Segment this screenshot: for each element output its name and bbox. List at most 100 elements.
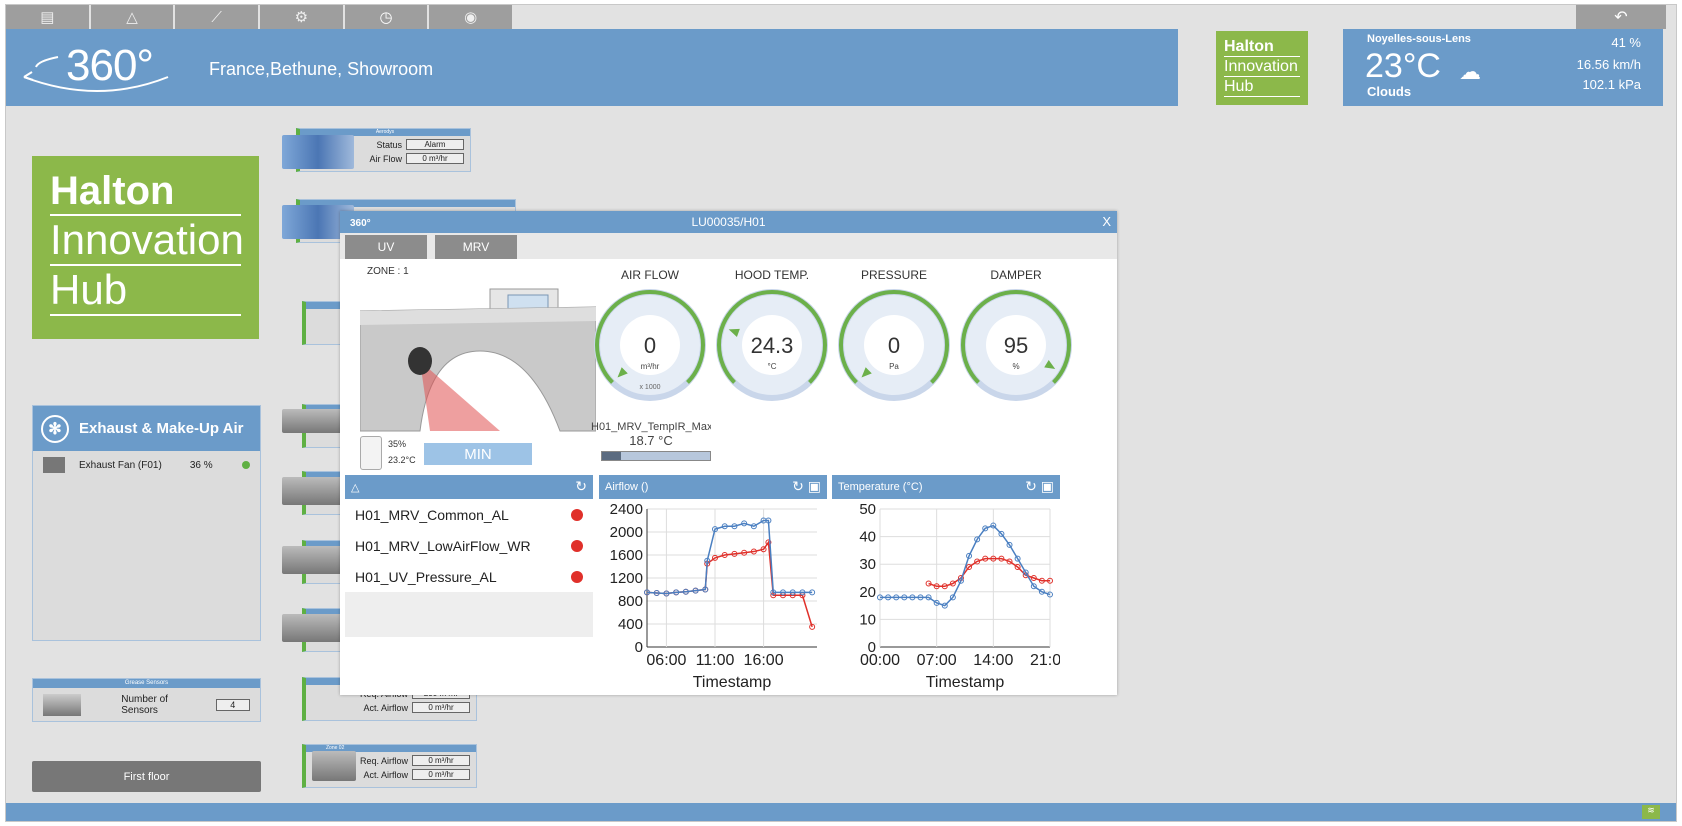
data-point	[941, 583, 948, 590]
mode-min-button[interactable]: MIN	[424, 443, 532, 465]
chart-icon[interactable]: ⟋	[175, 5, 261, 29]
brand-line-1: Halton	[1224, 37, 1300, 57]
tab-mrv[interactable]: MRV	[435, 235, 517, 259]
y-tick-label: 30	[859, 556, 876, 573]
weather-wind: 16.56 km/h	[1576, 57, 1641, 72]
weather-city: Noyelles-sous-Lens	[1367, 33, 1471, 45]
refresh-icon[interactable]: ↻	[792, 478, 804, 494]
data-point	[702, 586, 709, 593]
first-floor-button[interactable]: First floor	[32, 761, 261, 792]
zone1-act-value: 0 m³/hr	[412, 702, 470, 713]
unit-card-3[interactable]	[302, 301, 342, 345]
clock-icon[interactable]: ◷	[345, 5, 430, 29]
y-tick-label: 2400	[610, 501, 643, 518]
bell-icon[interactable]: △	[91, 5, 176, 29]
aerodys-status-value: Alarm	[406, 139, 464, 150]
alarm-label: H01_MRV_LowAirFlow_WR	[355, 537, 531, 554]
modal-titlebar: 360° LU00035/H01 X	[340, 211, 1117, 233]
alarm-item[interactable]: H01_UV_Pressure_AL	[345, 561, 593, 592]
data-point	[1047, 577, 1053, 584]
data-point	[957, 577, 964, 584]
alarm-item[interactable]: H01_MRV_LowAirFlow_WR	[345, 530, 593, 561]
data-point	[1047, 591, 1053, 598]
floorplan-icon[interactable]: ▤	[6, 5, 91, 29]
refresh-icon[interactable]: ↻	[1025, 478, 1037, 494]
data-point	[731, 523, 738, 530]
exhaust-fan-value: 36 %	[189, 459, 213, 471]
data-point	[998, 530, 1005, 537]
data-point	[760, 546, 767, 553]
brand-large-line-3: Hub	[50, 266, 241, 316]
airflow-chart-pane: Airflow () ↻ ▣ 0 400 800 1200 1600 2000 2400 06…	[599, 475, 827, 693]
data-point	[809, 623, 816, 630]
logo-text: 360°	[66, 41, 154, 90]
data-point	[765, 517, 772, 524]
icon-tabstrip: ▤ △ ⟋ ⚙ ◷ ◉	[6, 5, 515, 29]
y-tick-label: 1600	[610, 547, 643, 564]
fan-icon: ✻	[41, 414, 69, 443]
exhaust-header[interactable]: ✻ Exhaust & Make-Up Air	[33, 406, 260, 451]
x-tick-label: 11:00	[696, 652, 735, 669]
data-point	[704, 557, 711, 564]
data-point	[974, 558, 981, 565]
wifi-icon: ≋	[1642, 805, 1660, 819]
grease-sensors-card[interactable]: Grease Sensors Number of Sensors 4	[32, 678, 261, 722]
zone2-act-value: 0 m³/hr	[412, 769, 470, 780]
weather-desc: Clouds	[1367, 84, 1412, 99]
aerodys-title: Aerodys	[300, 129, 470, 136]
gauge-needle	[861, 367, 872, 378]
series-line	[928, 557, 1050, 588]
data-point	[1030, 575, 1037, 581]
data-point	[692, 587, 699, 594]
gauge-needle	[1044, 360, 1056, 370]
alarm-empty-area	[345, 592, 593, 637]
temperature-chart-header: Temperature (°C) ↻ ▣	[832, 475, 1060, 499]
gear-icon[interactable]: ⚙	[260, 5, 345, 29]
data-point	[731, 550, 738, 557]
temperature-chart-title: Temperature (°C)	[838, 481, 923, 493]
header-bar: 360° France,Bethune, Showroom	[6, 29, 1178, 106]
data-point	[982, 525, 989, 532]
y-tick-label: 10	[859, 611, 876, 628]
y-tick-label: 40	[859, 529, 876, 546]
gauge-label-pressure: PRESSURE	[860, 268, 928, 282]
data-point	[933, 583, 940, 590]
data-point	[982, 555, 989, 562]
save-icon[interactable]: ▣	[807, 478, 821, 494]
gauge-arc	[961, 290, 1071, 384]
data-point	[653, 589, 660, 596]
gauge-unit: Pa	[889, 362, 899, 371]
back-arrow-icon[interactable]: ↶	[1576, 5, 1666, 29]
x-tick-label: 21:00	[1030, 652, 1060, 669]
data-point	[925, 580, 932, 587]
series-line	[880, 524, 1051, 607]
gauge-unit: °C	[768, 362, 777, 371]
save-icon[interactable]: ▣	[1040, 478, 1054, 494]
data-point	[780, 589, 786, 596]
360-logo[interactable]: 360°	[18, 37, 178, 99]
alarm-item[interactable]: H01_MRV_Common_AL	[345, 499, 593, 530]
y-tick-label: 20	[859, 584, 876, 601]
refresh-icon[interactable]: ↻	[575, 478, 587, 494]
temp-sensor-value: 18.7 °C	[629, 433, 673, 448]
data-point	[750, 523, 757, 530]
modal-close-button[interactable]: X	[1102, 214, 1111, 229]
weather-widget: Noyelles-sous-Lens 23°C ☁ Clouds 41 % 16…	[1343, 29, 1663, 106]
alarm-dot-icon	[571, 570, 583, 583]
gauge-value: 24.3	[751, 333, 794, 358]
gauge-value: 95	[1004, 333, 1028, 358]
gauge-center	[986, 315, 1046, 375]
tab-uv[interactable]: UV	[345, 235, 427, 259]
zone1-act-label: Act. Airflow	[363, 702, 408, 713]
brand-large-line-2: Innovation	[50, 216, 244, 266]
gauge-label-damper: DAMPER	[990, 268, 1042, 282]
data-point	[917, 594, 924, 601]
exhaust-fan-row[interactable]: Exhaust Fan (F01) 36 %	[33, 451, 260, 479]
data-point	[925, 594, 932, 601]
temperature-chart: 0 10 20 30 40 50 00:00 07:00 14:00 21:00 Timestamp	[859, 501, 1070, 691]
y-tick-label: 50	[859, 501, 876, 518]
gauge-unit: %	[1012, 362, 1019, 371]
eye-icon[interactable]: ◉	[429, 5, 515, 29]
data-point	[1014, 555, 1021, 562]
data-point	[1030, 583, 1037, 590]
